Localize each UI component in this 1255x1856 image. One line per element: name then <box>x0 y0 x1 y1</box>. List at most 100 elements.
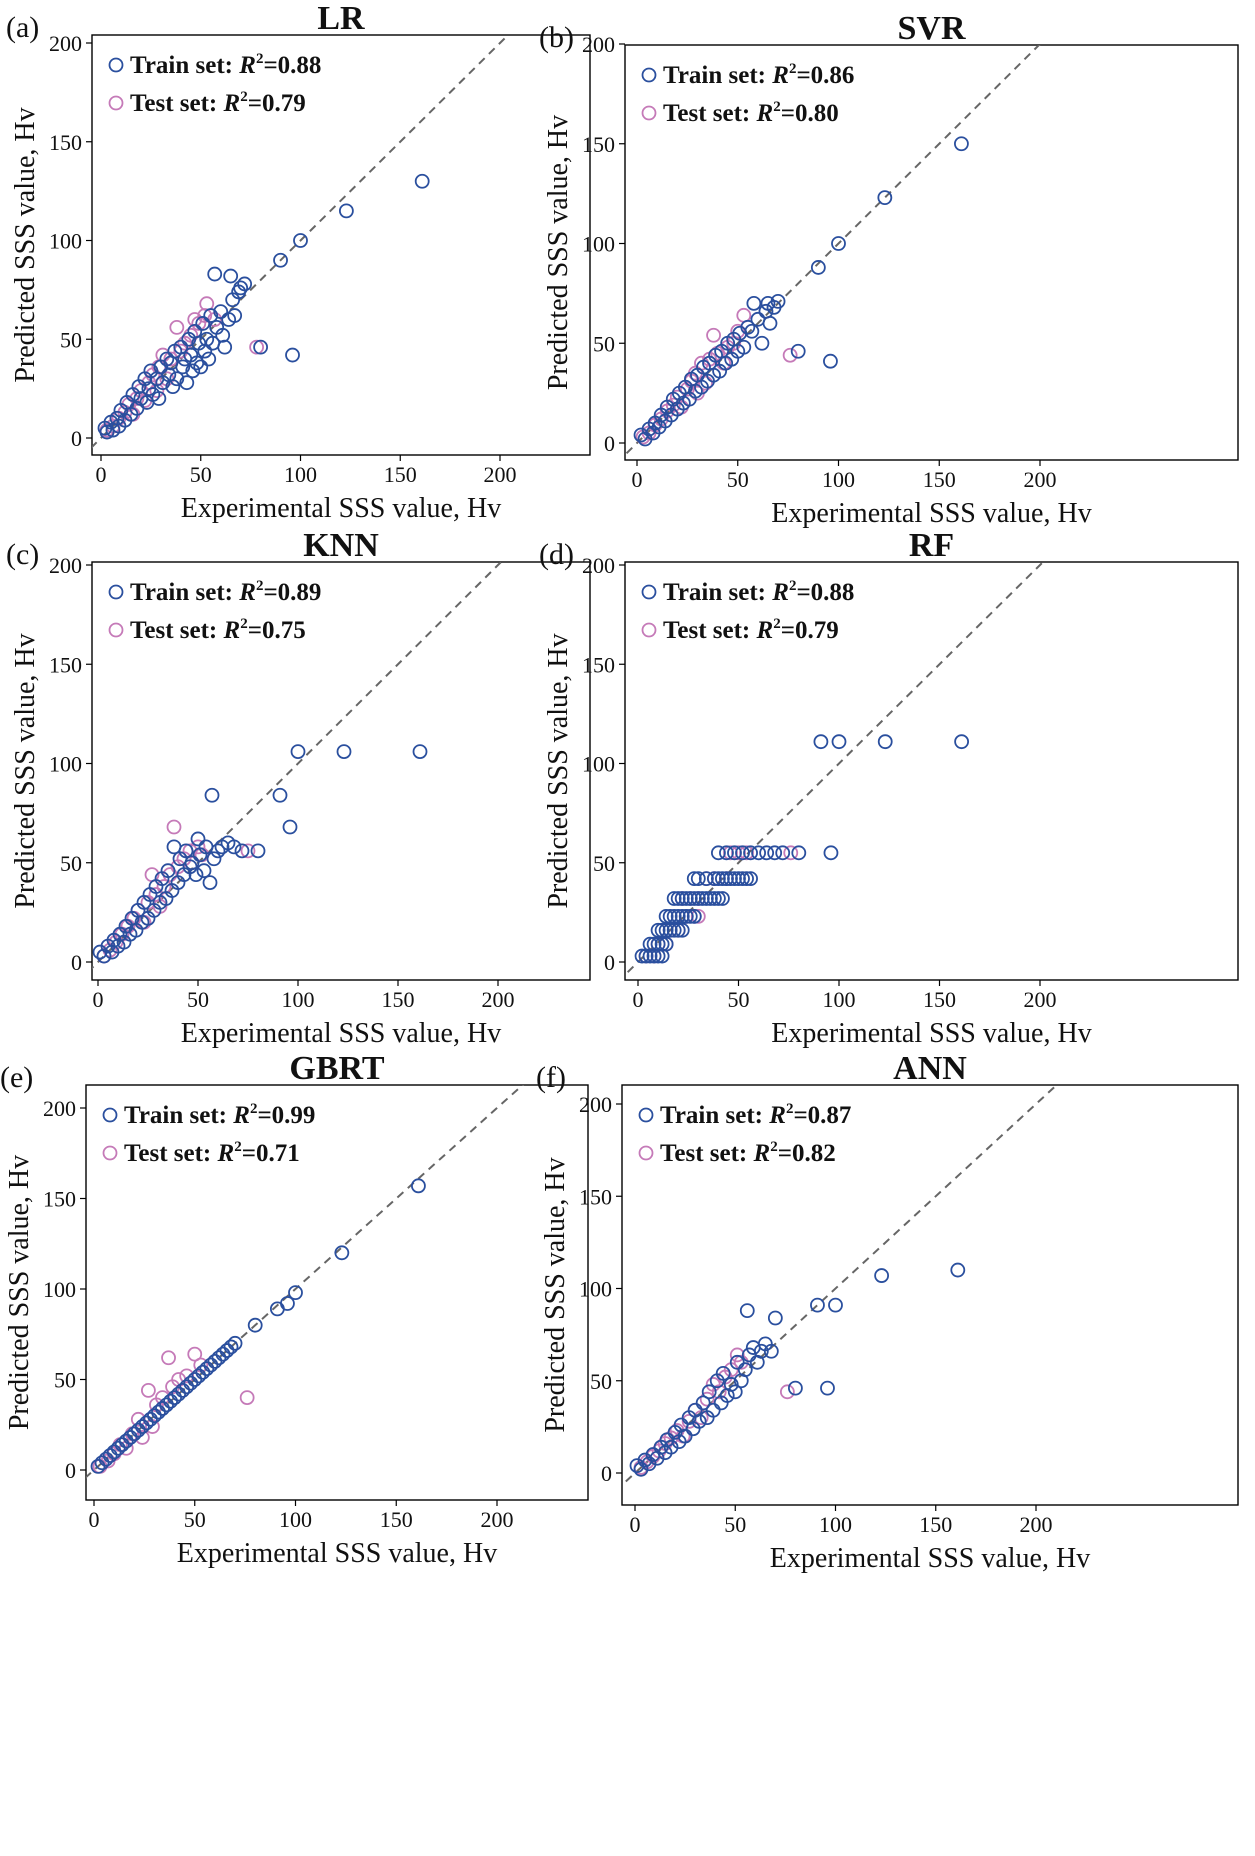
y-tick-label: 50 <box>60 851 82 876</box>
y-tick-label: 200 <box>582 32 615 57</box>
x-tick-label: 0 <box>93 987 104 1012</box>
x-tick-label: 100 <box>823 987 856 1012</box>
train-point <box>217 339 233 355</box>
train-point <box>723 1377 739 1392</box>
train-point <box>658 908 674 924</box>
panel-letter: (e) <box>0 1061 33 1094</box>
y-tick-label: 0 <box>604 950 615 975</box>
train-point <box>754 335 770 351</box>
y-axis-label: Predicted SSS value, Hv <box>10 107 41 382</box>
train-point <box>950 1262 966 1278</box>
train-point <box>650 922 666 938</box>
train-point <box>670 891 686 906</box>
y-tick-label: 100 <box>582 752 615 777</box>
x-tick-label: 50 <box>187 987 209 1012</box>
train-point <box>698 871 714 887</box>
test-point <box>779 1384 795 1400</box>
train-point <box>175 359 191 375</box>
x-tick-label: 0 <box>630 1512 641 1537</box>
train-point <box>204 787 220 803</box>
train-point <box>788 1380 803 1396</box>
x-tick-label: 200 <box>1024 467 1057 492</box>
test-point <box>729 1347 745 1363</box>
panel-letter: (c) <box>6 538 39 571</box>
train-point <box>99 424 115 440</box>
train-point <box>110 1440 126 1456</box>
train-point <box>290 744 306 759</box>
train-point <box>272 787 288 803</box>
x-tick-label: 50 <box>728 987 750 1012</box>
legend-train-marker <box>102 1107 118 1123</box>
legend-test-label: Test set: R2=0.82 <box>660 1139 836 1167</box>
train-point <box>134 1419 150 1434</box>
train-point <box>715 891 730 906</box>
x-tick-label: 150 <box>923 467 956 492</box>
test-point <box>711 1384 727 1400</box>
test-point <box>163 351 179 367</box>
y-tick-label: 200 <box>49 553 82 578</box>
panel-title: RF <box>909 527 954 564</box>
x-tick-label: 100 <box>284 462 317 487</box>
train-point <box>196 863 212 879</box>
train-point <box>751 845 766 861</box>
legend-test-marker <box>638 1145 654 1161</box>
legend-test-label: Test set: R2=0.79 <box>130 89 306 117</box>
train-point <box>237 276 253 292</box>
train-point <box>102 1448 118 1463</box>
plot-frame <box>624 561 1239 981</box>
train-point <box>746 295 762 311</box>
train-point <box>666 891 682 906</box>
train-point <box>118 1433 134 1449</box>
y-tick-label: 100 <box>43 1277 76 1302</box>
train-point <box>727 1384 743 1400</box>
diagonal-line <box>86 1085 525 1479</box>
train-point <box>723 871 738 887</box>
train-point <box>187 1372 203 1387</box>
test-point <box>179 1368 195 1384</box>
train-point <box>219 1343 235 1358</box>
train-point <box>810 260 826 275</box>
train-point <box>831 734 847 750</box>
x-tick-label: 50 <box>727 467 749 492</box>
y-tick-label: 0 <box>604 431 615 456</box>
x-axis-label: Experimental SSS value, Hv <box>771 498 1091 529</box>
x-tick-label: 50 <box>724 1512 746 1537</box>
y-tick-label: 50 <box>593 851 615 876</box>
legend-test-marker <box>641 105 657 121</box>
panel-letter: (d) <box>539 538 574 571</box>
y-tick-label: 100 <box>49 229 82 254</box>
y-tick-label: 100 <box>582 232 615 257</box>
train-point <box>114 1437 130 1453</box>
x-tick-label: 200 <box>482 987 515 1012</box>
x-tick-label: 50 <box>184 1507 206 1532</box>
plot-frame <box>621 1084 1239 1506</box>
train-point <box>686 871 702 887</box>
test-point <box>665 397 681 413</box>
plot-frame <box>624 44 1239 461</box>
test-point <box>141 1382 156 1398</box>
train-point <box>151 1404 166 1420</box>
x-tick-label: 150 <box>923 987 956 1012</box>
train-point <box>179 1379 195 1395</box>
train-point <box>677 1428 693 1444</box>
test-point <box>161 1350 176 1366</box>
y-tick-label: 50 <box>60 327 82 352</box>
train-point <box>90 1458 106 1474</box>
train-point <box>727 871 742 887</box>
panel-knn: 0 50 100 150 200 0 50 100 150 200 Experimental SSS… <box>6 527 591 1049</box>
legend-test-label: Test set: R2=0.79 <box>663 616 839 644</box>
train-point <box>166 839 182 855</box>
test-point <box>698 375 713 391</box>
test-point <box>690 908 706 924</box>
train-point <box>695 1395 711 1411</box>
train-point <box>163 1393 178 1409</box>
train-point <box>247 1317 263 1333</box>
train-point <box>694 891 710 906</box>
train-point <box>674 891 690 906</box>
legend-train-marker <box>108 57 124 73</box>
train-point <box>165 379 181 395</box>
panel-letter: (a) <box>6 11 39 44</box>
y-tick-label: 0 <box>601 1461 612 1486</box>
train-point <box>727 845 742 861</box>
x-tick-label: 150 <box>382 987 415 1012</box>
